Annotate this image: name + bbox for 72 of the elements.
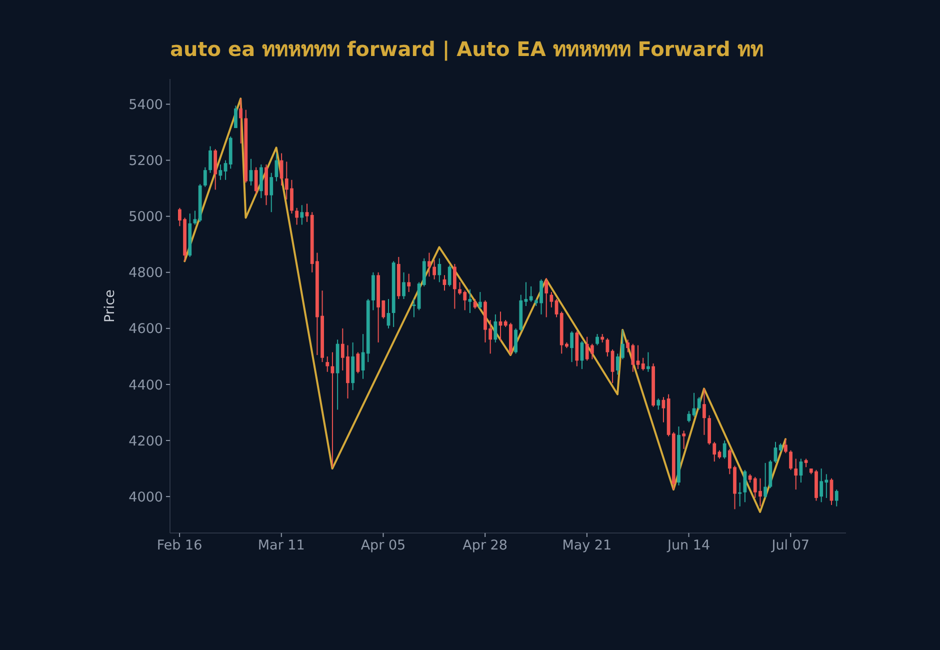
candlestick <box>468 288 472 314</box>
candlestick <box>596 334 599 346</box>
candlestick <box>794 458 798 490</box>
candlestick <box>300 204 304 226</box>
candlestick <box>544 277 548 318</box>
candlestick <box>764 462 768 498</box>
candlestick <box>356 352 360 374</box>
candlestick <box>249 158 253 186</box>
y-tick-label: 4200 <box>128 433 163 450</box>
candlestick <box>305 203 309 222</box>
candlestick <box>514 328 518 354</box>
candlestick <box>702 388 706 436</box>
y-tick-label: 5200 <box>128 153 163 170</box>
candlestick <box>738 482 742 507</box>
candlestick <box>524 282 528 306</box>
line-series <box>184 98 787 513</box>
x-tick-label: Feb 16 <box>156 538 202 554</box>
candlestick <box>722 440 726 460</box>
candlestick <box>412 298 416 318</box>
candlestick <box>834 489 838 507</box>
candlestick <box>712 441 716 462</box>
candlestick <box>239 98 243 144</box>
candlestick <box>193 210 197 226</box>
candlestick <box>326 356 330 372</box>
candlestick <box>208 146 212 174</box>
candlestick <box>428 252 431 278</box>
candlestick <box>494 314 498 343</box>
candlestick <box>234 105 238 129</box>
candlestick <box>743 469 747 503</box>
candlestick <box>259 164 263 199</box>
x-tick-label: Jul 07 <box>770 538 810 554</box>
candlestick <box>218 164 222 180</box>
candlestick <box>214 148 218 190</box>
candlestick <box>784 438 788 454</box>
candlestick <box>448 264 452 287</box>
candlestick <box>687 410 691 423</box>
y-tick-label: 4000 <box>128 489 163 506</box>
y-axis-title: Price <box>102 290 118 322</box>
candlestick <box>203 166 207 188</box>
candlestick <box>641 357 645 371</box>
chart-title: auto ea ททหททท forward | Auto EA ททหททท Forward ทท <box>170 36 764 62</box>
y-tick-label: 5000 <box>128 209 163 226</box>
y-tick-label: 4400 <box>128 377 163 394</box>
candlestick <box>438 258 442 283</box>
candlestick <box>402 272 406 300</box>
candlestick <box>473 298 477 310</box>
x-tick-label: Mar 11 <box>258 538 305 554</box>
candlestick <box>636 344 640 370</box>
candlestick <box>270 172 274 213</box>
x-tick-label: Apr 28 <box>462 538 508 554</box>
candlestick <box>361 334 365 380</box>
y-tick-label: 4800 <box>128 265 163 282</box>
candlestick <box>529 286 533 302</box>
candlestick <box>407 273 411 292</box>
candlestick <box>570 330 574 363</box>
candlestick <box>682 430 686 450</box>
candlestick <box>452 263 456 310</box>
y-tick-label: 4600 <box>128 321 163 338</box>
x-tick-label: Jun 14 <box>666 538 710 554</box>
candlestick <box>432 259 436 280</box>
y-tick-label: 5400 <box>128 97 163 114</box>
candlestick <box>789 450 792 470</box>
x-tick-label: Apr 05 <box>360 538 406 554</box>
candlestick <box>295 207 299 226</box>
candlestick <box>697 396 701 410</box>
candlestick <box>254 166 258 194</box>
candlestick <box>422 258 426 287</box>
candlestick <box>550 291 554 308</box>
candlestick <box>646 352 650 372</box>
x-tick-label: May 21 <box>562 538 612 554</box>
candlestick <box>656 398 660 410</box>
candlestick <box>478 291 482 310</box>
